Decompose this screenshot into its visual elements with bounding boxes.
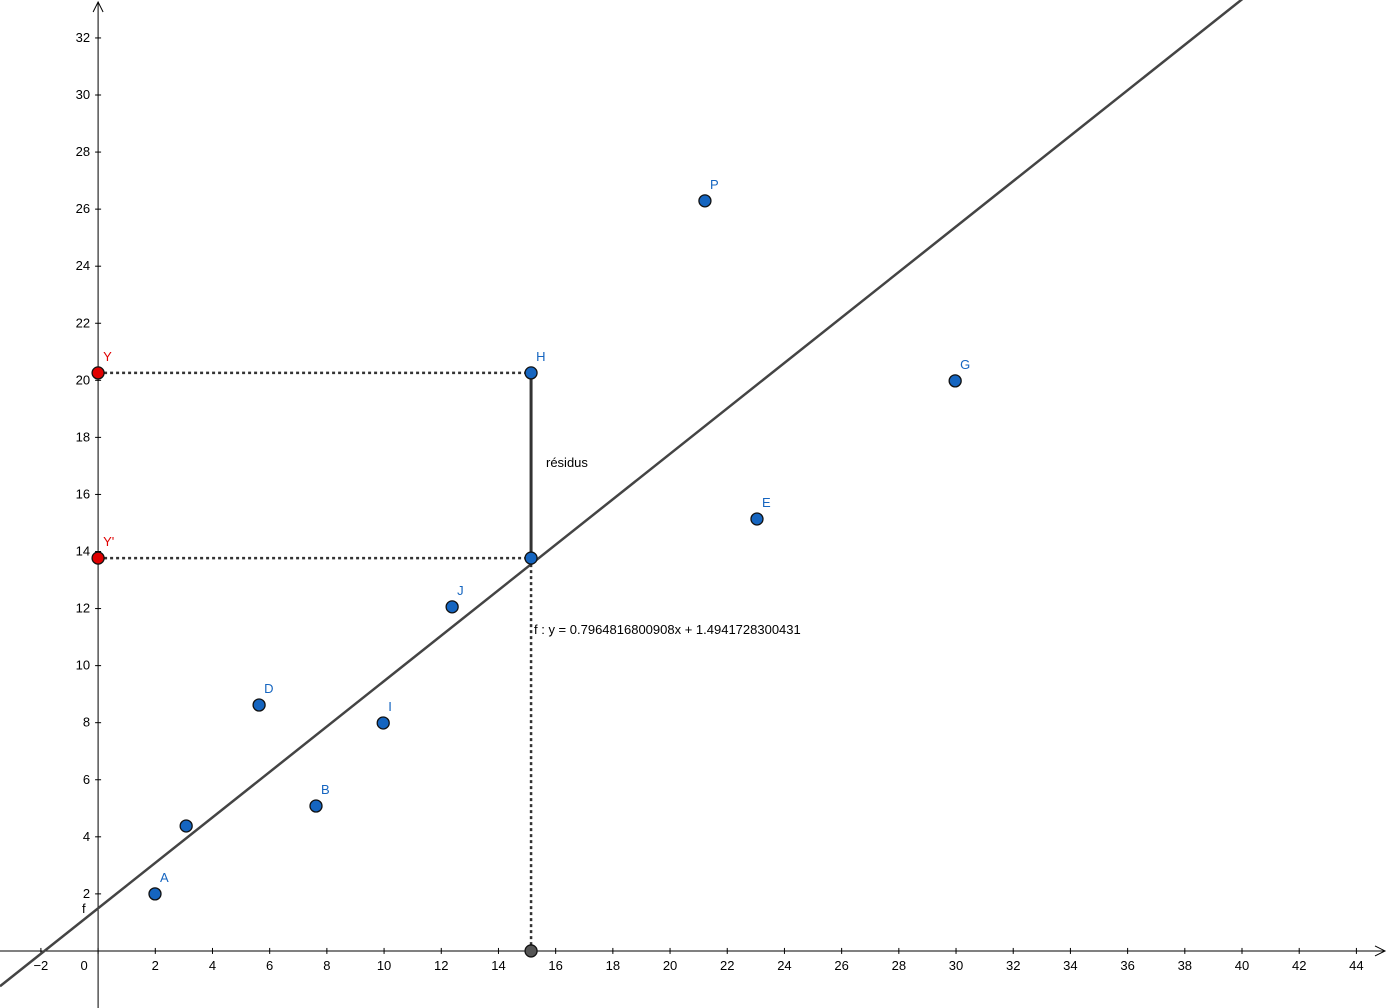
- x-tick-label: 28: [892, 958, 906, 973]
- x-tick-label: 44: [1349, 958, 1363, 973]
- point: [524, 551, 538, 565]
- x-tick-label: 42: [1292, 958, 1306, 973]
- y-tick-label: 32: [76, 30, 90, 45]
- point-label: E: [762, 495, 771, 510]
- point: [179, 819, 193, 833]
- x-tick-label: 24: [777, 958, 791, 973]
- y-tick-label: 2: [83, 886, 90, 901]
- y-tick-label: 12: [76, 601, 90, 616]
- point-label: B: [321, 782, 330, 797]
- x-tick-label: 4: [209, 958, 216, 973]
- x-tick-label: 2: [152, 958, 159, 973]
- point: [91, 551, 105, 565]
- y-tick-label: 18: [76, 429, 90, 444]
- x-tick-label: 10: [377, 958, 391, 973]
- y-tick-label: 16: [76, 486, 90, 501]
- point: [309, 799, 323, 813]
- y-tick-label: 14: [76, 544, 90, 559]
- point: [524, 944, 538, 958]
- point-label: D: [264, 681, 273, 696]
- point: [148, 887, 162, 901]
- point: [524, 366, 538, 380]
- x-tick-label: 34: [1063, 958, 1077, 973]
- x-tick-label: 6: [266, 958, 273, 973]
- x-tick-label: 14: [491, 958, 505, 973]
- x-tick-label: 38: [1178, 958, 1192, 973]
- y-tick-label: 10: [76, 658, 90, 673]
- point: [445, 600, 459, 614]
- y-tick-label: 24: [76, 258, 90, 273]
- x-tick-label: 32: [1006, 958, 1020, 973]
- y-tick-label: 28: [76, 144, 90, 159]
- point: [252, 698, 266, 712]
- point-label: G: [960, 357, 970, 372]
- y-tick-label: 4: [83, 829, 90, 844]
- y-tick-label: 20: [76, 372, 90, 387]
- y-tick-label: 26: [76, 201, 90, 216]
- y-tick-label: 30: [76, 87, 90, 102]
- point: [376, 716, 390, 730]
- x-tick-label: 36: [1120, 958, 1134, 973]
- point-label: H: [536, 349, 545, 364]
- line-name: f: [82, 901, 86, 916]
- x-axis-arrow: [1374, 945, 1387, 957]
- x-tick-label: 0: [80, 958, 87, 973]
- y-tick-label: 8: [83, 715, 90, 730]
- point-label: P: [710, 177, 719, 192]
- x-tick-label: −2: [33, 958, 48, 973]
- x-tick-label: 30: [949, 958, 963, 973]
- x-tick-label: 22: [720, 958, 734, 973]
- point-label: Y: [103, 349, 112, 364]
- x-tick-label: 12: [434, 958, 448, 973]
- point-label: J: [457, 583, 464, 598]
- regression-line: [0, 0, 1244, 988]
- y-tick-label: 22: [76, 315, 90, 330]
- point: [750, 512, 764, 526]
- point-label: I: [388, 699, 392, 714]
- y-axis-arrow: [92, 0, 104, 13]
- point-label: Y': [103, 534, 114, 549]
- x-tick-label: 18: [606, 958, 620, 973]
- x-tick-label: 8: [323, 958, 330, 973]
- point: [91, 366, 105, 380]
- y-tick-label: 6: [83, 772, 90, 787]
- x-tick-label: 20: [663, 958, 677, 973]
- x-tick-label: 40: [1235, 958, 1249, 973]
- x-tick-label: 26: [834, 958, 848, 973]
- point: [698, 194, 712, 208]
- point-label: A: [160, 870, 169, 885]
- point: [948, 374, 962, 388]
- line-equation: f : y = 0.7964816800908x + 1.49417283004…: [534, 622, 801, 637]
- x-tick-label: 16: [548, 958, 562, 973]
- annotation: résidus: [546, 455, 588, 470]
